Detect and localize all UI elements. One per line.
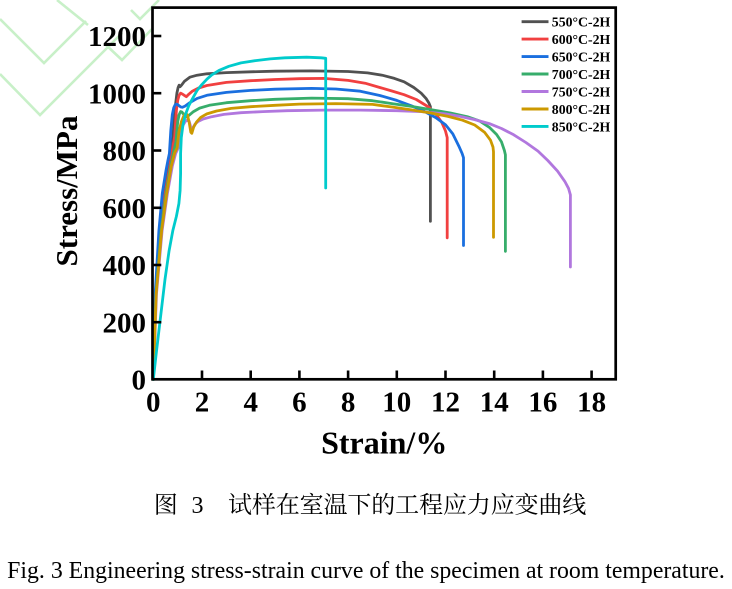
svg-text:600: 600: [103, 193, 147, 225]
svg-text:1000: 1000: [88, 78, 146, 110]
svg-text:700°C-2H: 700°C-2H: [552, 67, 611, 82]
svg-text:8: 8: [341, 387, 356, 419]
svg-text:3: 3: [192, 493, 204, 519]
svg-text:6: 6: [292, 387, 307, 419]
svg-text:200: 200: [103, 307, 147, 339]
svg-text:400: 400: [103, 250, 147, 282]
svg-text:12: 12: [431, 387, 460, 419]
svg-text:2: 2: [195, 387, 210, 419]
svg-text:550°C-2H: 550°C-2H: [552, 15, 611, 30]
svg-text:800: 800: [103, 136, 147, 168]
svg-text:750°C-2H: 750°C-2H: [552, 84, 611, 99]
svg-text:850°C-2H: 850°C-2H: [552, 119, 611, 134]
svg-text:10: 10: [382, 387, 411, 419]
svg-text:1200: 1200: [88, 21, 146, 53]
svg-text:18: 18: [577, 387, 606, 419]
svg-text:650°C-2H: 650°C-2H: [552, 50, 611, 65]
svg-text:Stress/MPa: Stress/MPa: [49, 115, 84, 266]
svg-text:14: 14: [480, 387, 509, 419]
svg-text:0: 0: [132, 365, 147, 397]
svg-text:16: 16: [528, 387, 557, 419]
svg-text:0: 0: [146, 387, 161, 419]
svg-text:600°C-2H: 600°C-2H: [552, 32, 611, 47]
svg-text:Strain/%: Strain/%: [321, 425, 447, 461]
svg-text:4: 4: [243, 387, 258, 419]
svg-text:800°C-2H: 800°C-2H: [552, 102, 611, 117]
svg-text:Fig. 3 Engineering stress-stra: Fig. 3 Engineering stress-strain curve o…: [7, 558, 725, 584]
